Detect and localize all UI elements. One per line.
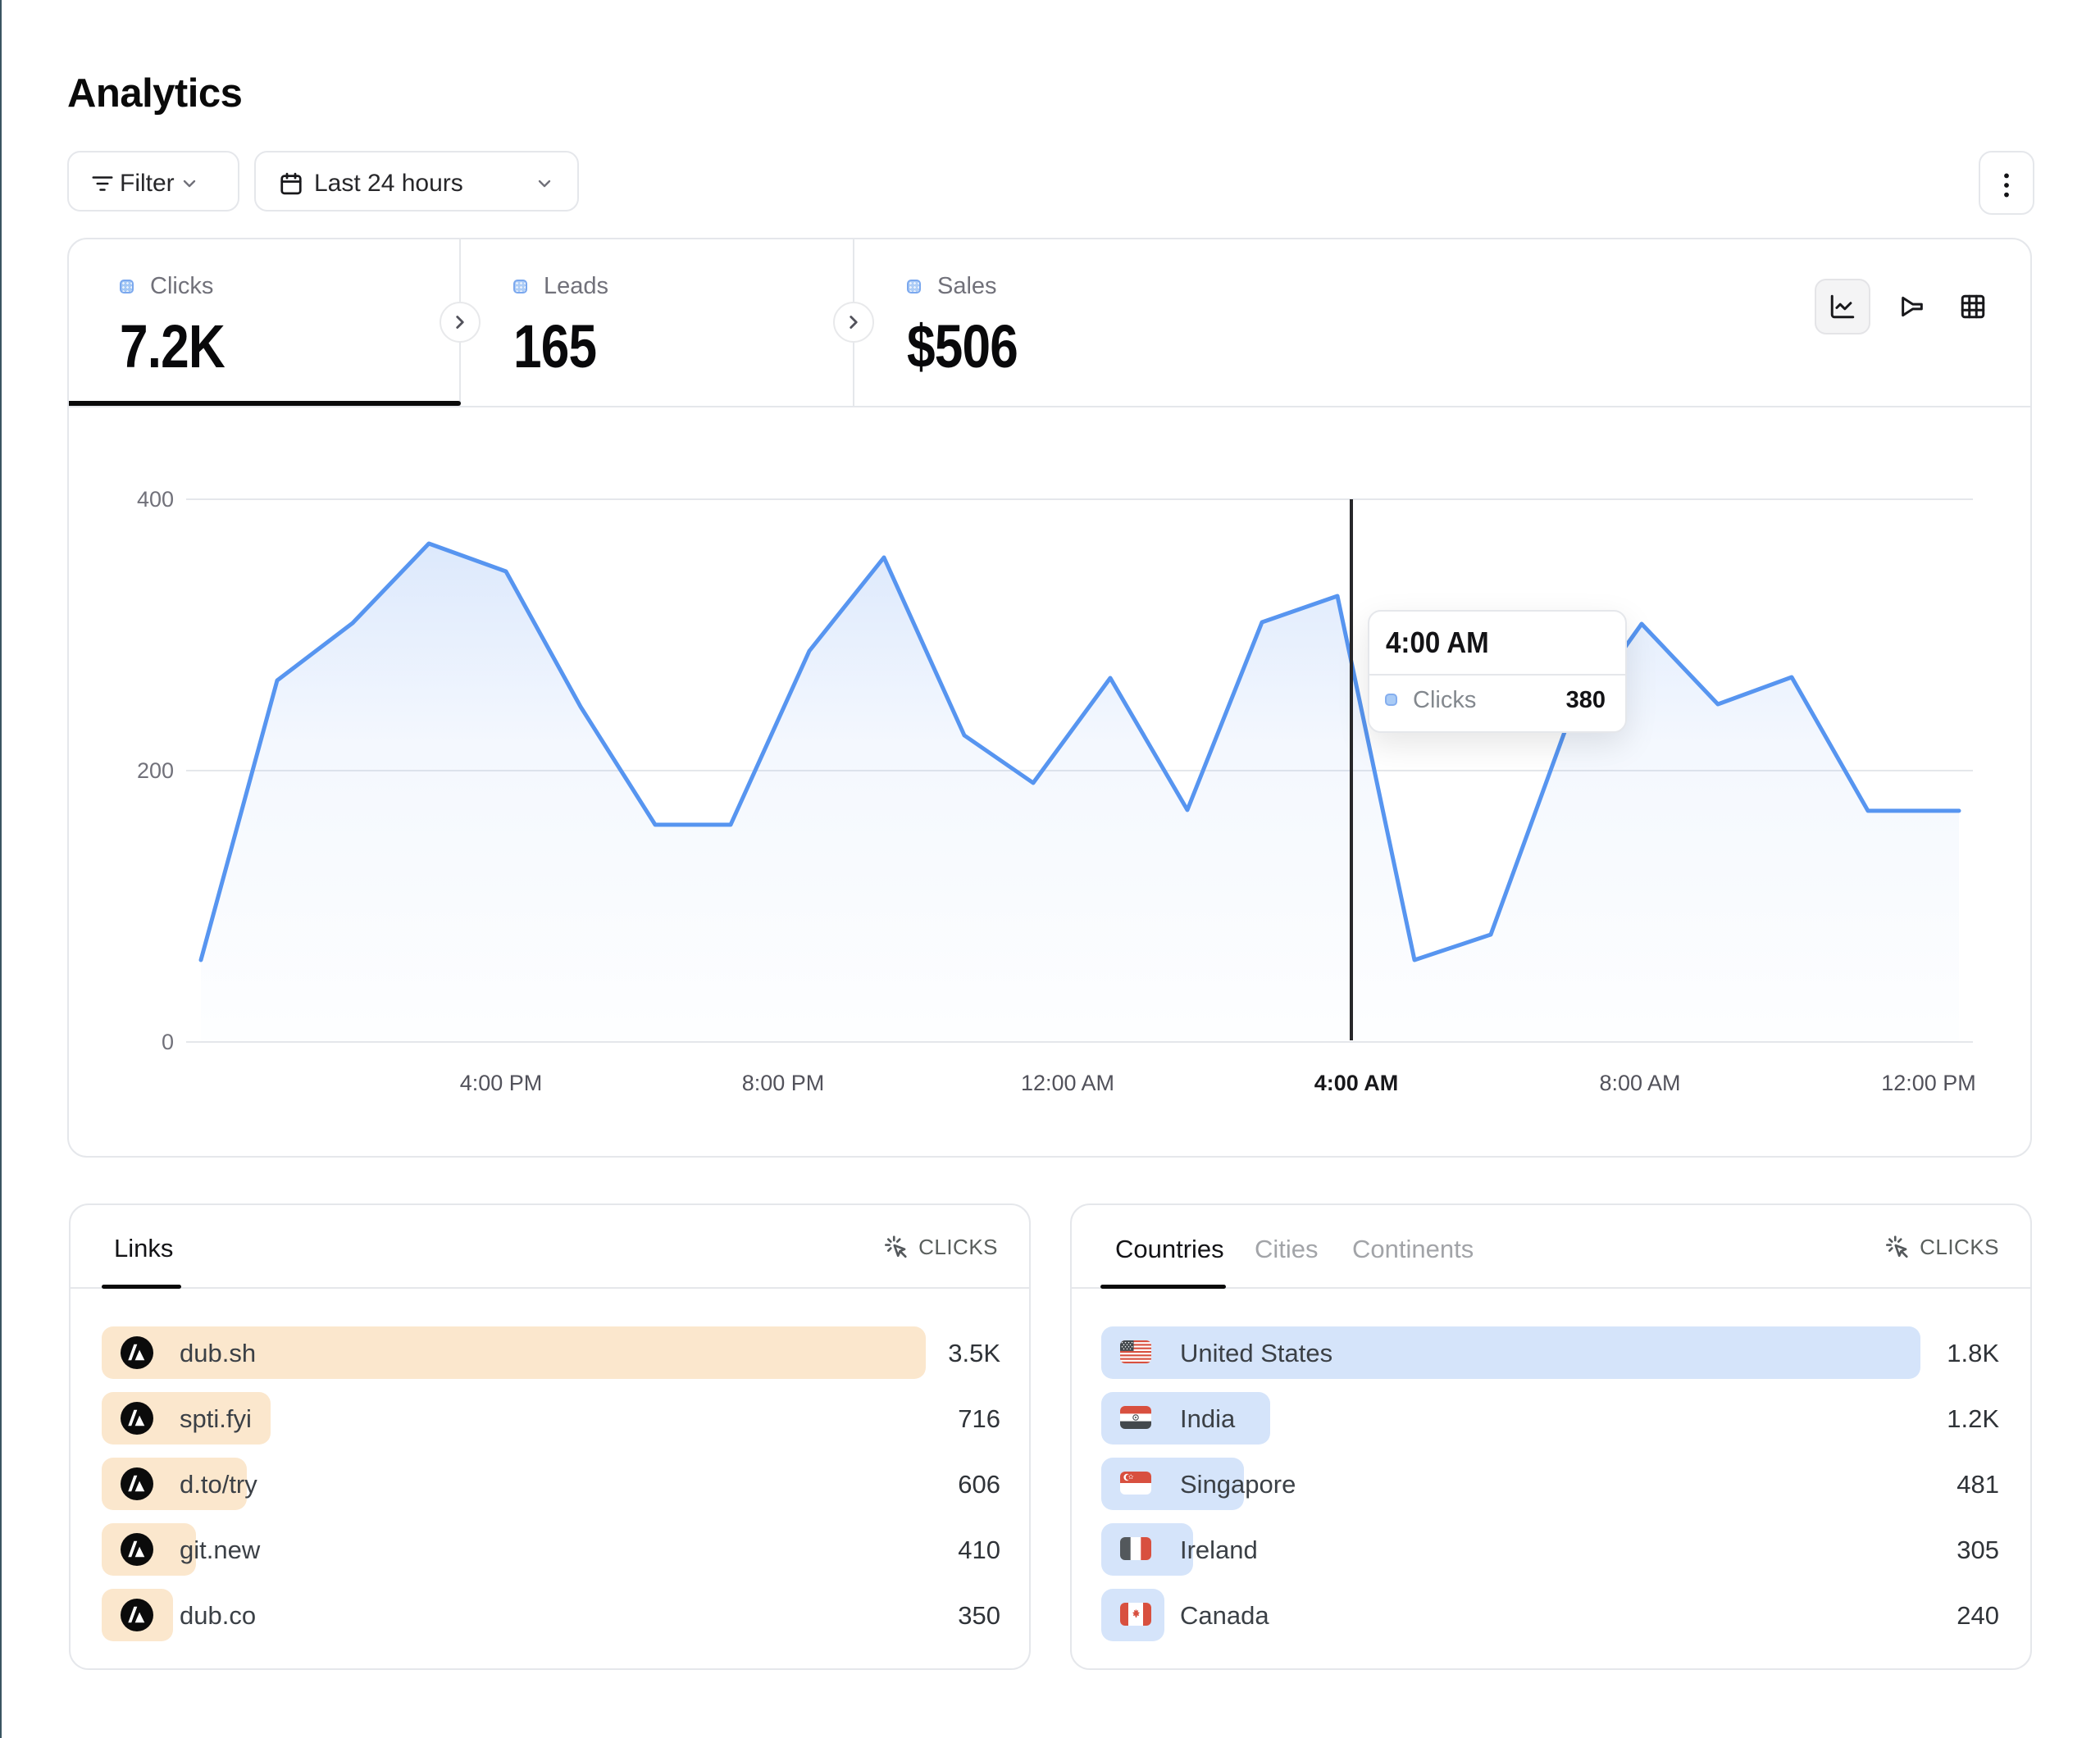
svg-text:8:00 PM: 8:00 PM <box>742 1071 825 1095</box>
svg-text:12:00 AM: 12:00 AM <box>1021 1071 1114 1095</box>
svg-text:8:00 AM: 8:00 AM <box>1599 1071 1680 1095</box>
svg-text:0: 0 <box>162 1030 174 1054</box>
svg-text:400: 400 <box>137 487 174 512</box>
svg-text:12:00 PM: 12:00 PM <box>1881 1071 1976 1095</box>
svg-text:200: 200 <box>137 758 174 783</box>
svg-text:4:00 AM: 4:00 AM <box>1314 1071 1399 1095</box>
svg-text:4:00 PM: 4:00 PM <box>460 1071 543 1095</box>
